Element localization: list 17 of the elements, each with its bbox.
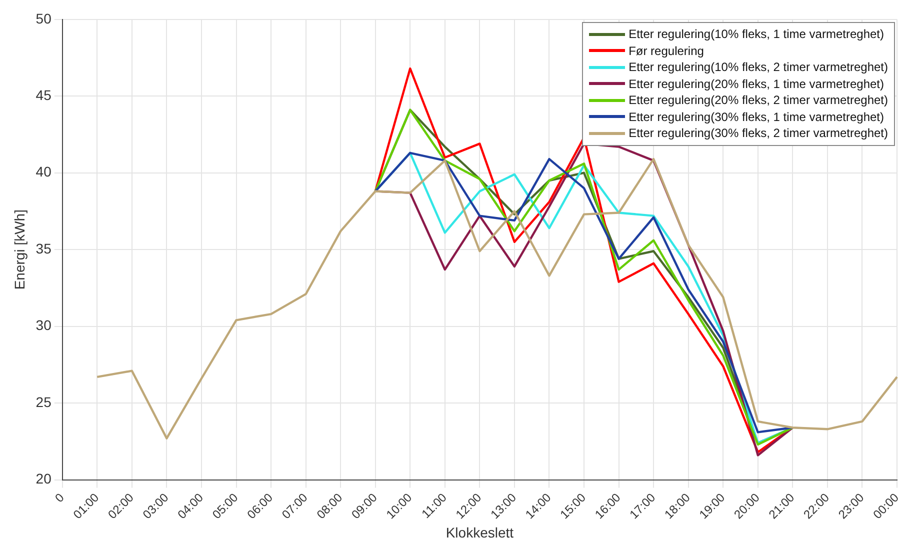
legend-label: Før regulering [628,42,704,59]
y-axis-title: Energi [kWh] [11,210,28,290]
y-tick-label: 50 [36,10,52,26]
legend-label: Etter regulering(30% fleks, 2 timer varmetreghet) [628,125,888,142]
y-tick-label: 20 [36,470,52,487]
y-tick-label: 35 [36,240,52,256]
x-tick-label: 0 [52,490,68,506]
legend-label: Etter regulering(10% fleks, 1 time varmetreghet) [628,26,884,42]
y-tick-label: 40 [36,164,52,180]
legend-label: Etter regulering(10% fleks, 2 timer varmetreghet) [628,59,888,76]
legend-label: Etter regulering(30% fleks, 1 time varmetreghet) [628,108,884,125]
y-tick-label: 25 [36,394,52,410]
legend-label: Etter regulering(20% fleks, 2 timer varmetreghet) [628,92,888,108]
y-tick-label: 30 [36,317,52,334]
y-tick-label: 45 [36,86,52,103]
x-axis-title: Klokkeslett [446,524,514,540]
legend-label: Etter regulering(20% fleks, 1 time varmetreghet) [628,76,884,92]
